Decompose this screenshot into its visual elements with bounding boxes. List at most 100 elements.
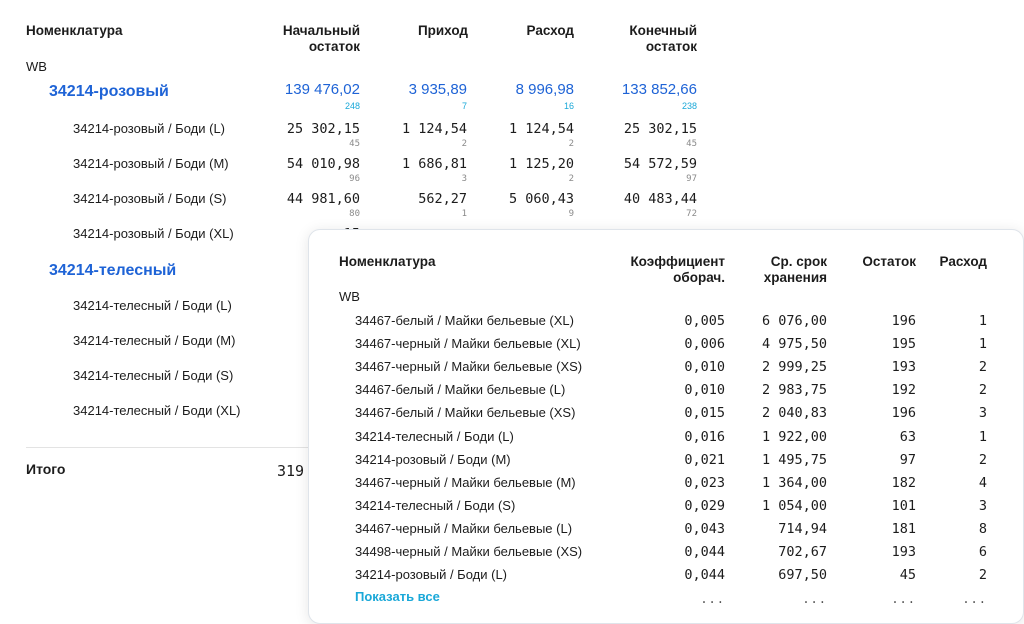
card-col-header-storage-term[interactable]: Ср. срок хранения <box>729 254 827 286</box>
card-row-coef: 0,010 <box>684 359 725 376</box>
card-row-name: 34214-розовый / Боди (L) <box>355 567 508 583</box>
closing-quantity: 72 <box>686 209 697 219</box>
card-table-row: 34467-белый / Майки бельевые (L) 0,010 2 9… <box>309 382 1023 404</box>
card-row-expense: 2 <box>978 382 987 399</box>
expense-value: 5 060,43 <box>508 191 574 207</box>
card-table-row: 34467-черный / Майки бельевые (M) 0,023 1 … <box>309 474 1023 497</box>
opening-quantity: 96 <box>349 174 360 184</box>
income-value: 1 686,81 <box>401 156 467 172</box>
card-table-row: 34467-белый / Майки бельевые (XS) 0,015 2 … <box>309 405 1023 427</box>
card-row-stock: 181 <box>891 520 916 537</box>
card-table-row: 34467-черный / Майки бельевые (L) 0,043 71… <box>309 520 1023 543</box>
card-col-header-nomenclature[interactable]: Номенклатура <box>339 254 436 269</box>
expense-value: 1 124,54 <box>508 121 574 137</box>
card-col-header-expense[interactable]: Расход <box>939 254 987 269</box>
card-row-term: 1 054,00 <box>761 497 827 514</box>
card-row-coef: 0,029 <box>684 497 725 514</box>
closing-value: 133 852,66 <box>621 81 697 98</box>
card-col-header-storage-term-line1: Ср. срок <box>770 254 827 269</box>
expense-value: 1 125,20 <box>508 156 574 172</box>
opening-quantity: 248 <box>344 101 360 111</box>
income-value: 1 124,54 <box>401 121 467 137</box>
card-row-coef: 0,006 <box>684 336 725 353</box>
card-row-stock: 63 <box>899 428 916 445</box>
card-row-expense: 2 <box>978 451 987 468</box>
income-value: 562,27 <box>418 191 467 207</box>
col-header-opening[interactable]: Начальный остаток <box>250 23 360 55</box>
ellipsis-expense: ... <box>962 592 987 606</box>
ellipsis-stock: ... <box>891 592 916 606</box>
expense-value: 8 996,98 <box>515 81 574 98</box>
card-row-coef: 0,016 <box>684 428 725 445</box>
card-row-name: 34467-белый / Майки бельевые (XL) <box>355 313 574 328</box>
item-row-label: 34214-розовый / Боди (S) <box>73 191 227 206</box>
card-row-expense: 1 <box>978 313 987 329</box>
card-row-coef: 0,005 <box>684 313 725 329</box>
col-header-nomenclature[interactable]: Номенклатура <box>26 23 123 38</box>
card-row-coef: 0,010 <box>684 382 725 399</box>
card-col-header-coefficient-line2: оборач. <box>673 270 725 285</box>
card-row-expense: 1 <box>978 428 987 445</box>
col-header-opening-line2: остаток <box>308 39 360 54</box>
ellipsis-storage-term: ... <box>802 592 827 606</box>
expense-quantity: 2 <box>568 174 574 184</box>
card-col-header-storage-term-line2: хранения <box>763 270 827 285</box>
col-header-closing-line1: Конечный <box>629 23 697 38</box>
card-row-stock: 182 <box>891 474 916 491</box>
card-row-expense: 4 <box>978 474 987 491</box>
card-row-name: 34214-телесный / Боди (S) <box>355 497 516 513</box>
group-row-label[interactable]: 34214-телесный <box>49 262 177 279</box>
group-label-wb: WB <box>26 59 47 74</box>
income-quantity: 7 <box>461 101 467 111</box>
total-divider <box>26 447 308 448</box>
show-all-link[interactable]: Показать все <box>355 589 440 604</box>
card-row-stock: 192 <box>891 382 916 399</box>
expense-quantity: 16 <box>563 101 574 111</box>
card-table-row: 34467-черный / Майки бельевые (XS) 0,010 2… <box>309 359 1023 381</box>
col-header-income[interactable]: Приход <box>417 23 468 38</box>
opening-value: 44 981,60 <box>286 191 360 207</box>
card-row-expense: 3 <box>978 405 987 422</box>
card-row-stock: 196 <box>891 313 916 329</box>
item-row-label: 34214-розовый / Боди (M) <box>73 156 229 171</box>
card-row-name: 34214-розовый / Боди (M) <box>355 451 511 467</box>
card-col-header-stock[interactable]: Остаток <box>862 254 916 269</box>
item-row-label: 34214-телесный / Боди (L) <box>73 298 232 313</box>
expense-quantity: 9 <box>568 209 574 219</box>
item-row-label: 34214-телесный / Боди (XL) <box>73 403 241 418</box>
card-row-stock: 196 <box>891 405 916 422</box>
opening-quantity: 45 <box>349 139 360 149</box>
card-row-expense: 3 <box>978 497 987 514</box>
opening-value: 139 476,02 <box>284 81 360 98</box>
expense-quantity: 2 <box>568 139 574 149</box>
card-row-name: 34467-белый / Майки бельевые (L) <box>355 382 566 398</box>
card-col-header-coefficient-line1: Коэффициент <box>630 254 725 269</box>
card-row-term: 2 983,75 <box>761 382 827 399</box>
card-row-term: 2 999,25 <box>761 359 827 376</box>
card-row-term: 6 076,00 <box>761 313 827 329</box>
card-table-row: 34467-белый / Майки бельевые (XL) 0,005 6 … <box>309 313 1023 335</box>
card-col-header-coefficient[interactable]: Коэффициент оборач. <box>599 254 725 286</box>
turnover-coefficient-card: Номенклатура Коэффициент оборач. Ср. сро… <box>308 229 1024 624</box>
col-header-closing[interactable]: Конечный остаток <box>580 23 697 55</box>
group-row-label[interactable]: 34214-розовый <box>49 83 169 100</box>
card-table-row: 34214-розовый / Боди (M) 0,021 1 495,75 97 2 <box>309 451 1023 474</box>
card-row-name: 34467-черный / Майки бельевые (XS) <box>355 359 583 375</box>
opening-value: 25 302,15 <box>286 121 360 137</box>
card-row-stock: 97 <box>899 451 916 468</box>
card-table-row: 34214-розовый / Боди (L) 0,044 697,50 45 2 <box>309 567 1023 589</box>
total-value: 319 <box>277 462 305 480</box>
card-table-row: 34467-черный / Майки бельевые (XL) 0,006 4… <box>309 336 1023 358</box>
card-row-term: 2 040,83 <box>761 405 827 422</box>
income-quantity: 1 <box>461 209 467 219</box>
card-row-expense: 1 <box>978 336 987 353</box>
card-row-name: 34467-черный / Майки бельевые (M) <box>355 474 576 490</box>
card-row-coef: 0,043 <box>684 520 725 537</box>
card-row-term: 1 495,75 <box>761 451 827 468</box>
closing-quantity: 97 <box>686 174 697 184</box>
card-row-stock: 193 <box>891 359 916 376</box>
col-header-expense[interactable]: Расход <box>526 23 574 38</box>
card-row-term: 714,94 <box>778 520 827 537</box>
opening-quantity: 80 <box>349 209 360 219</box>
